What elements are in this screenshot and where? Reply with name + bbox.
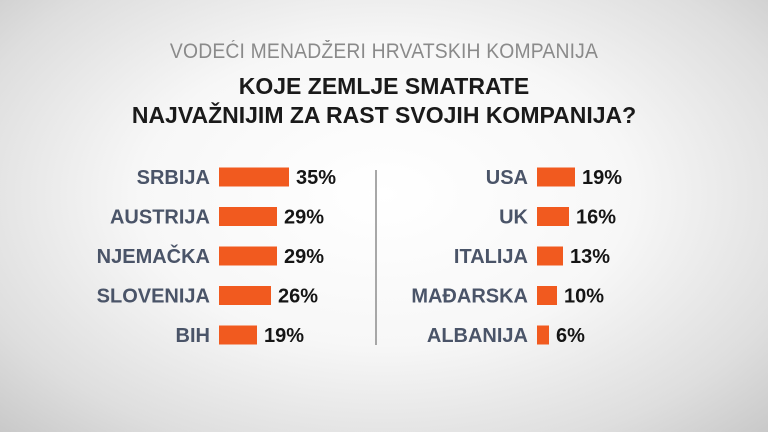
bar-slovenija — [219, 286, 271, 305]
bar-austrija — [219, 207, 277, 226]
category-label-slovenija: SLOVENIJA — [97, 286, 210, 308]
category-label-njema-ka: NJEMAČKA — [97, 244, 210, 268]
value-label-srbija: 35% — [296, 167, 336, 189]
bar-njema-ka — [219, 246, 277, 266]
value-label-italija: 13% — [570, 246, 610, 268]
category-label-bih: BIH — [176, 325, 210, 347]
value-label-albanija: 6% — [556, 325, 585, 347]
bar-italija — [537, 246, 563, 266]
category-label-albanija: ALBANIJA — [427, 325, 528, 347]
value-label-bih: 19% — [264, 325, 304, 347]
bar-uk — [537, 207, 569, 226]
value-label-austrija: 29% — [284, 207, 324, 229]
bar-ma-arska — [537, 286, 557, 305]
category-label-ma-arska: MAĐARSKA — [411, 286, 528, 308]
value-label-ma-arska: 10% — [564, 286, 604, 308]
value-label-slovenija: 26% — [278, 286, 318, 308]
bar-usa — [537, 167, 575, 187]
value-label-usa: 19% — [582, 167, 622, 189]
category-label-usa: USA — [486, 167, 528, 189]
bar-srbija — [219, 167, 289, 187]
bar-albanija — [537, 325, 549, 345]
category-label-srbija: SRBIJA — [137, 167, 210, 189]
chart-title-line-2: NAJVAŽNIJIM ZA RAST SVOJIH KOMPANIJA? — [131, 102, 637, 128]
category-label-italija: ITALIJA — [454, 246, 528, 268]
value-label-uk: 16% — [576, 207, 616, 229]
chart-title-line-1: KOJE ZEMLJE SMATRATE — [238, 73, 530, 99]
category-label-uk: UK — [499, 207, 528, 229]
chart-subtitle: VODEĆI MENADŽERI HRVATSKIH KOMPANIJA — [169, 40, 599, 63]
category-label-austrija: AUSTRIJA — [110, 207, 210, 229]
chart-title: KOJE ZEMLJE SMATRATE NAJVAŽNIJIM ZA RAST… — [0, 72, 768, 130]
value-label-njema-ka: 29% — [284, 246, 324, 268]
bars-group: SRBIJA 35% AUSTRIJA 29% NJEMAČKA 29% SLOVENIJA… — [97, 167, 623, 347]
bar-bih — [219, 325, 257, 345]
